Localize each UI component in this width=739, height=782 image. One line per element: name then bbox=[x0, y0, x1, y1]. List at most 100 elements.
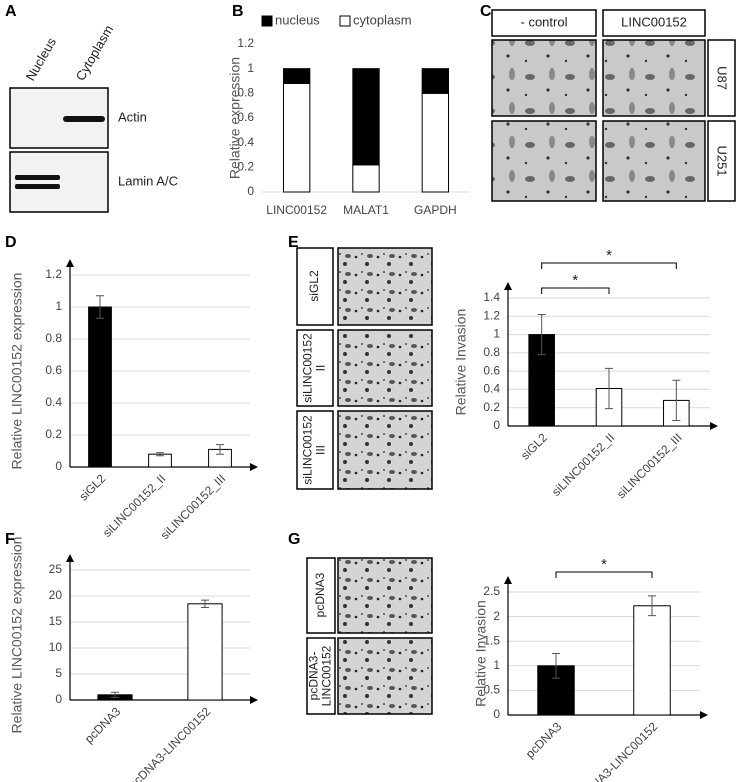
micrograph bbox=[337, 247, 433, 326]
bar bbox=[187, 603, 223, 701]
y-tick-label: 0 bbox=[55, 692, 62, 706]
row-label: siLINC00152 bbox=[301, 415, 315, 485]
band bbox=[63, 116, 105, 122]
error-bar bbox=[216, 444, 224, 455]
x-tick-label: siGL2 bbox=[76, 471, 108, 503]
bar-segment bbox=[352, 164, 380, 193]
y-tick-label: 1 bbox=[493, 327, 500, 341]
error-bar bbox=[96, 295, 104, 319]
error-bar bbox=[648, 595, 656, 617]
y-tick-label: 0 bbox=[493, 707, 500, 721]
bar-segment bbox=[352, 68, 380, 166]
panel-letter: F bbox=[5, 531, 15, 548]
error-bar bbox=[605, 367, 613, 410]
panel-letter: G bbox=[288, 531, 300, 548]
axis-arrow bbox=[700, 711, 708, 719]
axis-arrow bbox=[66, 554, 74, 562]
significance-bracket bbox=[555, 571, 653, 578]
y-tick-label: 0.4 bbox=[483, 382, 500, 396]
label-box bbox=[707, 39, 736, 117]
y-axis-label: Relative Invasion bbox=[473, 600, 489, 707]
error-bar bbox=[201, 599, 209, 608]
error-bar bbox=[552, 653, 560, 679]
y-tick-label: 1 bbox=[55, 299, 62, 313]
x-tick-label: GAPDH bbox=[414, 203, 457, 217]
x-tick-label: siLINC00152_III bbox=[158, 471, 229, 542]
y-axis-label: Relative LINC00152 expression bbox=[9, 273, 25, 470]
row-label: II bbox=[314, 365, 328, 372]
y-tick-label: 1 bbox=[247, 61, 254, 75]
band-label: Actin bbox=[118, 109, 147, 124]
error-bar bbox=[111, 691, 119, 698]
bar-segment bbox=[421, 68, 450, 94]
y-tick-label: 0.6 bbox=[237, 110, 254, 124]
significance-label: * bbox=[606, 247, 612, 264]
band-label: Lamin A/C bbox=[118, 173, 178, 188]
y-tick-label: 1.2 bbox=[45, 267, 62, 281]
row-label: siGL2 bbox=[307, 270, 321, 302]
band bbox=[15, 175, 60, 180]
label-box bbox=[296, 247, 334, 326]
x-tick-label: pcDNA3-LINC00152 bbox=[573, 719, 660, 782]
x-tick-label: pcDNA3 bbox=[523, 719, 565, 761]
label-box bbox=[491, 9, 597, 37]
bar-segment bbox=[282, 68, 311, 84]
band bbox=[15, 184, 60, 189]
y-tick-label: 0 bbox=[55, 459, 62, 473]
significance-bracket bbox=[541, 287, 610, 294]
micrograph bbox=[337, 557, 433, 634]
row-label: U87 bbox=[715, 66, 730, 90]
axis-arrow bbox=[66, 259, 74, 267]
micrograph bbox=[337, 637, 433, 715]
x-tick-label: MALAT1 bbox=[343, 203, 389, 217]
y-tick-label: 0 bbox=[493, 418, 500, 432]
label-box bbox=[296, 410, 334, 490]
y-tick-label: 0.4 bbox=[237, 135, 254, 149]
row-label: siLINC00152 bbox=[301, 333, 315, 403]
y-tick-label: 1.2 bbox=[483, 308, 500, 322]
lane-label: Cytoplasm bbox=[73, 23, 117, 84]
y-tick-label: 0.2 bbox=[237, 160, 254, 174]
x-tick-label: siLINC00152_II bbox=[100, 471, 168, 539]
y-axis-label: Relative expression bbox=[227, 57, 243, 179]
y-tick-label: 25 bbox=[49, 562, 63, 576]
micrograph bbox=[337, 329, 433, 407]
y-tick-label: 0.2 bbox=[45, 427, 62, 441]
legend-label: nucleus bbox=[275, 12, 320, 27]
label-box bbox=[707, 120, 736, 202]
y-tick-label: 0.5 bbox=[483, 683, 500, 697]
y-tick-label: 0.6 bbox=[483, 363, 500, 377]
row-label: pcDNA3 bbox=[313, 572, 327, 617]
y-tick-label: 2.5 bbox=[483, 584, 500, 598]
y-tick-label: 10 bbox=[49, 640, 63, 654]
panel-letter: D bbox=[5, 234, 17, 251]
row-label: U251 bbox=[715, 145, 730, 176]
y-tick-label: 2 bbox=[493, 609, 500, 623]
micrograph bbox=[337, 410, 433, 490]
row-label: LINC00152 bbox=[320, 645, 334, 706]
column-label: - control bbox=[521, 14, 568, 29]
error-bar bbox=[672, 379, 681, 422]
x-tick-label: pcDNA3 bbox=[82, 704, 124, 746]
legend-label: cytoplasm bbox=[353, 12, 412, 27]
y-tick-label: 1.4 bbox=[483, 290, 500, 304]
blot-image bbox=[9, 151, 109, 213]
x-tick-label: pcDNA3-LINC00152 bbox=[126, 704, 213, 782]
label-box bbox=[306, 637, 336, 715]
bar bbox=[88, 306, 112, 468]
label-box bbox=[602, 9, 706, 37]
x-tick-label: LINC00152 bbox=[266, 203, 327, 217]
axis-arrow bbox=[504, 576, 512, 584]
row-label: pcDNA3- bbox=[307, 652, 321, 701]
label-box bbox=[296, 329, 334, 407]
legend-swatch bbox=[261, 15, 273, 27]
label-box bbox=[306, 557, 336, 634]
y-axis-label: Relative LINC00152 expression bbox=[9, 537, 25, 734]
significance-label: * bbox=[572, 272, 578, 289]
y-tick-label: 1 bbox=[493, 658, 500, 672]
significance-label: * bbox=[601, 556, 607, 573]
y-tick-label: 1.5 bbox=[483, 633, 500, 647]
y-tick-label: 0.2 bbox=[483, 400, 500, 414]
micrograph bbox=[602, 39, 706, 117]
